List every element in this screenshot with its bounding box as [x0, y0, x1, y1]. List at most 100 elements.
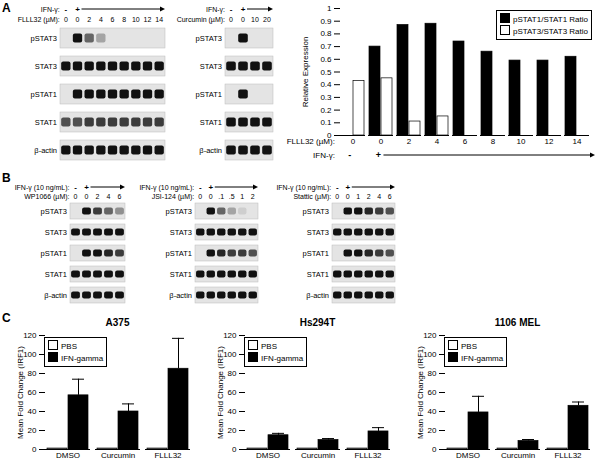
svg-text:40: 40	[428, 407, 437, 416]
svg-text:Curcumin: Curcumin	[301, 451, 335, 460]
svg-text:0.1: 0.1	[320, 118, 332, 127]
svg-text:β-actin: β-actin	[306, 291, 329, 300]
svg-text:pSTAT1: pSTAT1	[166, 249, 192, 258]
svg-text:β-actin: β-actin	[169, 291, 192, 300]
svg-text:pSTAT3: pSTAT3	[166, 207, 192, 216]
svg-text:IFN-γ:: IFN-γ:	[206, 6, 225, 14]
svg-text:2: 2	[87, 16, 91, 23]
svg-text:FLLL32 (µM):: FLLL32 (µM):	[18, 16, 60, 24]
svg-text:IFN-γ (10 ng/mL):: IFN-γ (10 ng/mL):	[15, 184, 70, 192]
svg-text:0: 0	[32, 445, 37, 454]
svg-text:0.2: 0.2	[320, 106, 332, 115]
svg-text:6: 6	[463, 137, 468, 146]
svg-text:2: 2	[407, 137, 412, 146]
svg-text:Stattic (µM):: Stattic (µM):	[293, 193, 331, 201]
svg-text:-: -	[74, 183, 77, 192]
svg-text:B: B	[2, 171, 11, 185]
svg-text:β-actin: β-actin	[34, 146, 57, 155]
svg-text:12: 12	[144, 16, 152, 23]
svg-text:Mean Fold Change (IRF1): Mean Fold Change (IRF1)	[16, 346, 25, 439]
svg-text:-: -	[336, 183, 339, 192]
svg-text:pSTAT1: pSTAT1	[303, 249, 329, 258]
svg-text:STAT3: STAT3	[200, 62, 222, 71]
svg-text:FLLL32: FLLL32	[554, 451, 582, 460]
svg-text:-: -	[199, 183, 202, 192]
svg-text:40: 40	[228, 407, 237, 416]
svg-text:20: 20	[428, 426, 437, 435]
svg-text:10: 10	[517, 137, 526, 146]
svg-text:2: 2	[251, 193, 255, 200]
svg-text:0.6: 0.6	[320, 55, 332, 64]
svg-text:DMSO: DMSO	[256, 451, 280, 460]
svg-text:pSTAT1: pSTAT1	[31, 90, 57, 99]
svg-text:80: 80	[228, 369, 237, 378]
svg-text:0: 0	[432, 445, 437, 454]
svg-text:0: 0	[209, 193, 213, 200]
svg-text:WP1066 (µM):: WP1066 (µM):	[24, 193, 69, 201]
svg-text:2: 2	[367, 193, 371, 200]
svg-text:10: 10	[251, 16, 259, 23]
svg-text:0.3: 0.3	[320, 93, 332, 102]
svg-text:0: 0	[335, 193, 339, 200]
svg-text:STAT1: STAT1	[35, 118, 57, 127]
svg-text:0: 0	[346, 193, 350, 200]
svg-text:6: 6	[118, 193, 122, 200]
svg-text:0: 0	[232, 445, 237, 454]
svg-text:β-actin: β-actin	[199, 146, 222, 155]
svg-text:IFN-γ:: IFN-γ:	[313, 151, 335, 160]
svg-text:0: 0	[64, 16, 68, 23]
svg-text:pSTAT3: pSTAT3	[196, 34, 222, 43]
svg-text:+: +	[241, 5, 246, 14]
svg-text:10: 10	[132, 16, 140, 23]
svg-text:pSTAT1: pSTAT1	[196, 90, 222, 99]
svg-text:20: 20	[228, 426, 237, 435]
svg-text:STAT3: STAT3	[307, 228, 329, 237]
svg-text:STAT1: STAT1	[200, 118, 222, 127]
svg-text:120: 120	[23, 331, 37, 340]
svg-text:4: 4	[107, 193, 111, 200]
svg-text:0.4: 0.4	[320, 80, 332, 89]
svg-text:1: 1	[240, 193, 244, 200]
svg-text:+: +	[376, 150, 381, 160]
svg-text:FLLL32 (µM):: FLLL32 (µM):	[287, 137, 335, 146]
svg-text:DMSO: DMSO	[56, 451, 80, 460]
svg-text:FLLL32: FLLL32	[354, 451, 382, 460]
svg-text:pSTAT3: pSTAT3	[31, 34, 57, 43]
svg-text:0: 0	[229, 16, 233, 23]
svg-text:0: 0	[379, 137, 384, 146]
svg-text:pSTAT3: pSTAT3	[41, 207, 67, 216]
svg-text:0.7: 0.7	[320, 42, 332, 51]
svg-text:.5: .5	[229, 193, 235, 200]
svg-text:0: 0	[76, 16, 80, 23]
svg-text:STAT3: STAT3	[45, 228, 67, 237]
svg-text:IFN-γ:: IFN-γ:	[41, 6, 60, 14]
svg-text:-: -	[348, 150, 351, 160]
svg-text:β-actin: β-actin	[44, 291, 67, 300]
svg-text:120: 120	[423, 331, 437, 340]
svg-text:0: 0	[351, 137, 356, 146]
svg-text:0.5: 0.5	[320, 68, 332, 77]
svg-text:STAT1: STAT1	[307, 270, 329, 279]
svg-text:40: 40	[28, 407, 37, 416]
svg-text:12: 12	[545, 137, 554, 146]
svg-text:C: C	[2, 311, 11, 325]
svg-text:2: 2	[96, 193, 100, 200]
svg-text:80: 80	[28, 369, 37, 378]
svg-text:Relative Expression: Relative Expression	[301, 37, 310, 108]
svg-text:0.8: 0.8	[320, 29, 332, 38]
svg-text:20: 20	[263, 16, 271, 23]
svg-text:60: 60	[28, 388, 37, 397]
svg-text:0.9: 0.9	[320, 17, 332, 26]
svg-text:1: 1	[356, 193, 360, 200]
svg-text:FLLL32: FLLL32	[154, 451, 182, 460]
svg-text:A: A	[2, 1, 11, 15]
svg-text:+: +	[208, 183, 213, 192]
svg-text:8: 8	[122, 16, 126, 23]
svg-text:0: 0	[198, 193, 202, 200]
svg-text:100: 100	[423, 350, 437, 359]
svg-text:100: 100	[223, 350, 237, 359]
svg-text:STAT3: STAT3	[35, 62, 57, 71]
svg-text:-: -	[64, 5, 67, 14]
svg-text:4: 4	[377, 193, 381, 200]
svg-text:pSTAT1: pSTAT1	[41, 249, 67, 258]
